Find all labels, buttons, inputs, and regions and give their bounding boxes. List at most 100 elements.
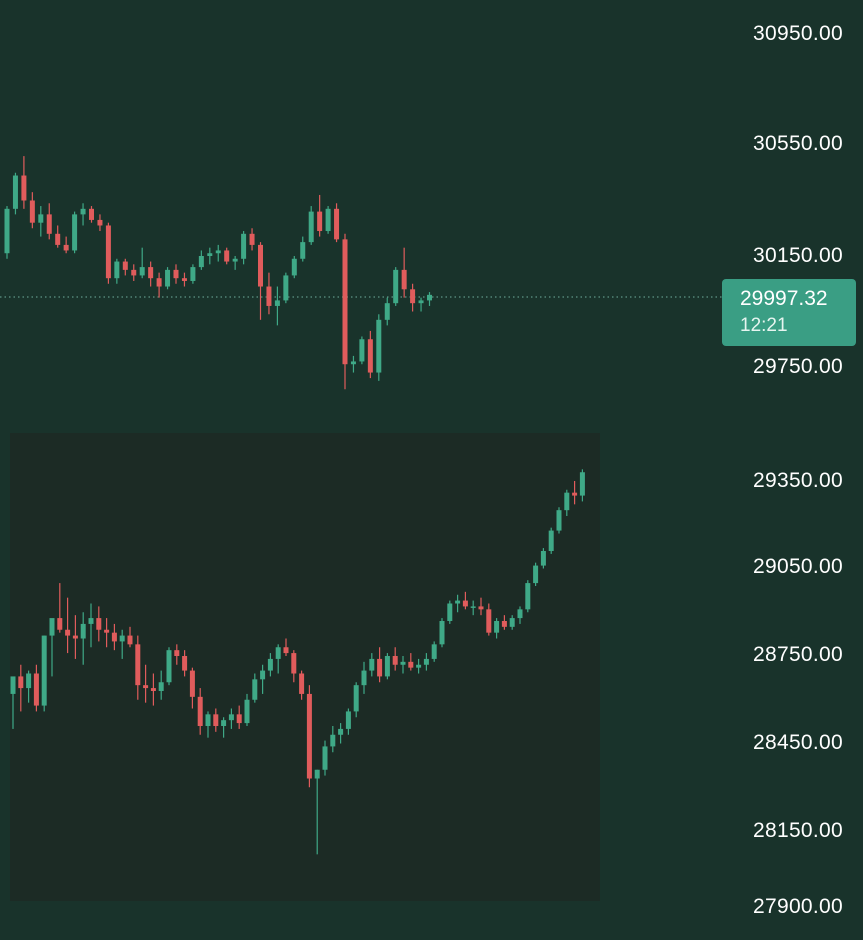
candle-body	[252, 679, 258, 700]
candle-body	[104, 629, 110, 633]
candle-body	[308, 211, 314, 243]
candle-body	[556, 510, 562, 531]
candle-body	[345, 711, 351, 729]
candle-body	[88, 618, 94, 624]
candle-body	[501, 621, 507, 627]
candle-body	[350, 361, 356, 365]
candle-body	[12, 175, 18, 209]
candle-body	[274, 300, 280, 306]
candle-body	[579, 472, 585, 496]
candle-body	[89, 208, 94, 220]
candle-body	[306, 693, 312, 779]
candle-body	[431, 644, 437, 659]
candle-body	[46, 214, 52, 234]
current-price-badge: 29997.32 12:21	[722, 279, 856, 346]
candle-body	[33, 673, 39, 706]
candle-body	[342, 239, 348, 365]
candle-body	[572, 492, 578, 496]
candle-body	[330, 734, 336, 747]
candle-body	[224, 250, 230, 262]
price-label-29050: 29050.00	[753, 555, 843, 578]
candle-body	[486, 609, 492, 633]
candle-body	[367, 339, 373, 373]
candle-body	[4, 208, 10, 254]
candle-body	[49, 618, 55, 636]
candle-body	[174, 650, 180, 656]
price-label-28750: 28750.00	[753, 643, 843, 666]
candle-body	[198, 256, 204, 268]
candle-body	[439, 621, 445, 645]
inset-chart-panel	[10, 433, 600, 901]
candle-body	[334, 208, 340, 240]
candle-body	[236, 714, 242, 724]
candle-body	[427, 294, 432, 301]
candle-body	[166, 650, 172, 683]
candle-body	[119, 635, 125, 642]
candle-body	[26, 673, 32, 689]
price-label-29750: 29750.00	[753, 355, 843, 378]
candle-body	[165, 269, 171, 287]
candle-body	[190, 267, 196, 281]
candle-body	[260, 670, 266, 680]
candle-body	[18, 676, 24, 689]
price-label-30950: 30950.00	[753, 22, 843, 45]
candle-body	[384, 303, 390, 320]
candle-body	[423, 658, 429, 665]
candle-body	[139, 267, 145, 276]
candle-body	[447, 603, 453, 621]
candle-body	[181, 278, 187, 281]
candle-body	[275, 647, 281, 659]
candle-body	[232, 258, 238, 262]
candle-body	[205, 714, 211, 726]
candle-body	[494, 621, 500, 633]
candle-body	[228, 714, 234, 721]
candle-body	[353, 685, 359, 712]
candle-body	[462, 600, 468, 607]
candle-body	[299, 673, 305, 694]
candle-body	[122, 261, 128, 270]
candle-body	[72, 635, 78, 639]
candle-body	[158, 682, 164, 691]
candle-body	[182, 656, 188, 671]
candle-body	[215, 250, 221, 254]
candle-body	[369, 658, 375, 671]
candle-body	[359, 339, 365, 362]
candle-body	[410, 289, 416, 304]
candle-body	[72, 214, 78, 251]
candle-body	[392, 656, 398, 665]
candle-body	[114, 261, 120, 279]
candle-body	[135, 644, 141, 686]
candle-body	[408, 661, 414, 668]
candle-body	[291, 653, 297, 674]
candle-body	[127, 635, 133, 645]
candle-body	[525, 583, 531, 610]
candle-body	[548, 530, 554, 551]
candle-body	[55, 233, 61, 245]
candle-body	[111, 632, 117, 642]
candle-body	[478, 606, 484, 610]
candle-body	[143, 685, 149, 689]
candle-body	[131, 269, 137, 276]
price-label-30550: 30550.00	[753, 132, 843, 155]
candle-body	[258, 244, 263, 287]
candle-body	[244, 699, 250, 724]
candle-body	[291, 258, 297, 276]
candle-body	[418, 300, 424, 304]
candle-body	[96, 618, 102, 630]
candle-body	[509, 618, 515, 627]
candle-countdown: 12:21	[740, 315, 788, 336]
candle-body	[156, 278, 162, 287]
candle-body	[314, 769, 320, 779]
candle-body	[80, 208, 86, 215]
candle-body	[189, 670, 195, 697]
candle-body	[57, 618, 63, 630]
candle-body	[470, 606, 476, 608]
candle-body	[361, 670, 367, 686]
candle-body	[38, 214, 44, 223]
candle-body	[267, 658, 273, 671]
candle-body	[249, 233, 255, 245]
candle-body	[207, 253, 213, 256]
candle-body	[517, 609, 523, 619]
candle-body	[213, 714, 219, 726]
